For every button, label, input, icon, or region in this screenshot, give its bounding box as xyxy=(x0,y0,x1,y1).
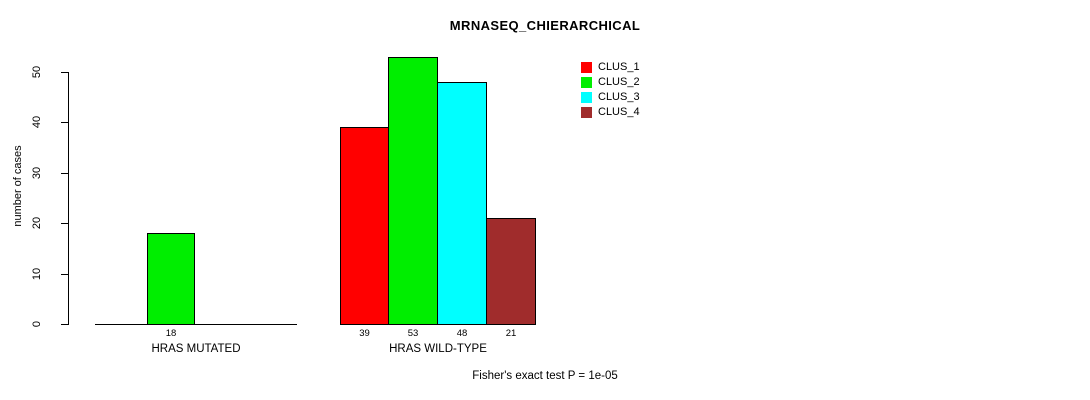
page-title: MRNASEQ_CHIERARCHICAL xyxy=(449,18,641,33)
bar-value-label-group2-clus3: 48 xyxy=(456,328,468,339)
bar-value-label-group2-clus1: 39 xyxy=(359,328,370,339)
legend-label-clus-2: CLUS_2 xyxy=(598,76,640,88)
legend-swatch-icon-clus-1 xyxy=(581,62,592,73)
bar-value-label-group2-clus4: 21 xyxy=(505,328,517,339)
y-axis-tick-40 xyxy=(61,122,68,123)
bar-group2-clus4[interactable] xyxy=(486,218,536,325)
legend-label-clus-1: CLUS_1 xyxy=(598,61,640,73)
y-axis-tick-label-50: 50 xyxy=(31,65,43,79)
bar-group2-clus2[interactable] xyxy=(388,57,438,325)
y-axis-tick-label-0: 0 xyxy=(31,320,43,328)
y-axis-tick-0 xyxy=(61,324,68,325)
group-label-hras-wild-type: HRAS WILD-TYPE xyxy=(389,343,487,355)
y-axis-tick-label-40: 40 xyxy=(31,115,43,129)
legend-swatch-icon-clus-4 xyxy=(581,107,592,118)
legend-item-clus-3[interactable]: CLUS_3 xyxy=(581,90,640,105)
y-axis-tick-20 xyxy=(61,223,68,224)
bar-group2-clus1[interactable] xyxy=(340,127,389,325)
legend-label-clus-3: CLUS_3 xyxy=(598,91,640,103)
bar-group1-clus2[interactable] xyxy=(147,233,195,325)
legend-swatch-icon-clus-2 xyxy=(581,77,592,88)
legend: CLUS_1 CLUS_2 CLUS_3 CLUS_4 xyxy=(581,60,640,120)
legend-item-clus-4[interactable]: CLUS_4 xyxy=(581,105,640,120)
y-axis-tick-label-20: 20 xyxy=(31,216,43,230)
legend-item-clus-1[interactable]: CLUS_1 xyxy=(581,60,640,75)
y-axis-tick-50 xyxy=(61,72,68,73)
y-axis-line xyxy=(68,72,69,325)
legend-swatch-icon-clus-3 xyxy=(581,92,592,103)
y-axis-tick-label-30: 30 xyxy=(31,166,43,180)
group-label-hras-mutated: HRAS MUTATED xyxy=(151,343,241,355)
group-1-baseline xyxy=(95,324,297,325)
statistical-annotation: Fisher's exact test P = 1e-05 xyxy=(472,370,618,382)
y-axis-tick-30 xyxy=(61,173,68,174)
y-axis-title: number of cases xyxy=(12,145,24,227)
bar-group2-clus3[interactable] xyxy=(437,82,487,325)
bar-value-label-group2-clus2: 53 xyxy=(407,328,419,339)
bar-value-label-group1-clus2: 18 xyxy=(165,328,177,339)
legend-item-clus-2[interactable]: CLUS_2 xyxy=(581,75,640,90)
y-axis-tick-10 xyxy=(61,274,68,275)
legend-label-clus-4: CLUS_4 xyxy=(598,106,640,118)
y-axis-tick-label-10: 10 xyxy=(31,267,43,281)
